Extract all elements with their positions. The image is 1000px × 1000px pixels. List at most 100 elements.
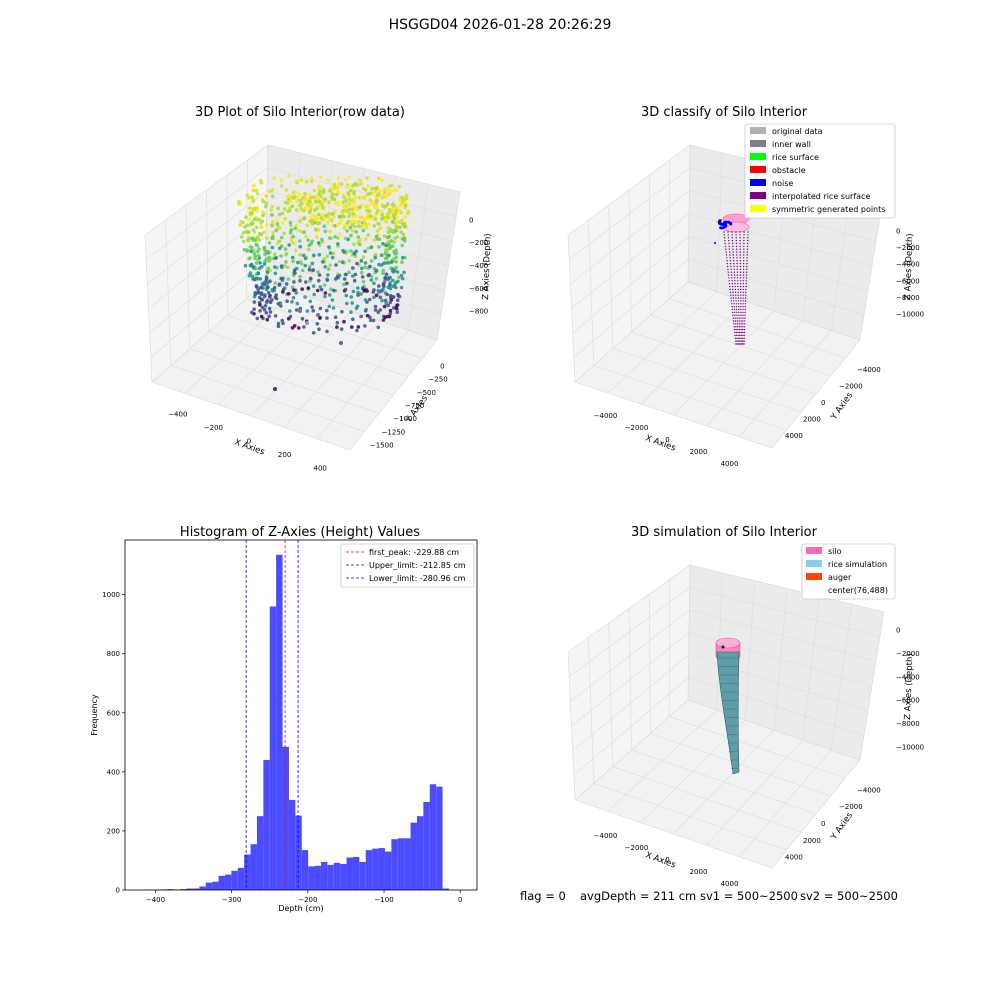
raw-point (381, 216, 385, 221)
raw-point (297, 203, 302, 208)
raw-point (255, 316, 260, 321)
interpolated-point (742, 337, 744, 339)
raw-point (323, 291, 328, 295)
interpolated-point (740, 294, 742, 296)
raw-point (277, 239, 282, 243)
grid-line (568, 167, 690, 260)
interpolated-point (744, 306, 746, 308)
raw-point (347, 175, 352, 179)
raw-point (317, 221, 322, 225)
interpolated-point (737, 288, 739, 291)
raw-3d-points (236, 173, 411, 391)
interpolated-point (733, 326, 735, 328)
raw-point (384, 272, 389, 277)
interpolated-point (737, 303, 740, 305)
hist-bar (186, 888, 193, 890)
raw-point (339, 327, 344, 331)
interpolated-point (735, 303, 737, 305)
raw-point (259, 225, 264, 229)
raw-point (248, 271, 253, 275)
raw-point (346, 237, 351, 242)
raw-point (359, 224, 364, 229)
interpolated-point (732, 314, 734, 316)
raw-point (330, 192, 335, 196)
interpolated-point (746, 254, 748, 256)
interpolated-point (731, 306, 733, 308)
raw-point (318, 316, 322, 320)
interpolated-point (742, 280, 745, 282)
raw-point (288, 199, 293, 204)
raw-point (254, 209, 259, 214)
raw-point (298, 275, 302, 279)
raw-point (286, 316, 291, 321)
x-tick-label: −4000 (594, 412, 618, 420)
interpolated-point (731, 234, 733, 236)
simulation-legend: silo rice simulation auger center(76,488) (801, 543, 896, 600)
y-tick-label: −250 (428, 376, 447, 384)
interpolated-point (742, 306, 744, 308)
raw-point (279, 254, 283, 258)
raw-outlier-point (273, 387, 277, 391)
interpolated-point (742, 340, 744, 342)
interpolated-point (740, 303, 742, 305)
raw-point (393, 236, 397, 240)
raw-point (396, 225, 400, 229)
raw-point (299, 216, 303, 221)
raw-point (255, 191, 260, 196)
raw-point (299, 259, 303, 264)
interpolated-point (739, 262, 742, 265)
raw-point (337, 182, 341, 186)
interpolated-point (739, 271, 742, 273)
raw-point (363, 298, 368, 302)
raw-point (351, 317, 355, 322)
raw-point (293, 190, 298, 194)
legend-label: obstacle (772, 166, 806, 175)
raw-point (256, 271, 261, 275)
raw-point (329, 195, 334, 199)
interpolated-point (736, 277, 739, 279)
interpolated-point (735, 340, 737, 342)
raw-point (391, 295, 396, 299)
raw-point (275, 218, 280, 223)
interpolated-point (730, 300, 733, 302)
raw-point (328, 236, 332, 240)
raw-point (338, 232, 342, 236)
y-tick-label: −1000 (393, 415, 417, 423)
interpolated-point (740, 328, 742, 331)
y-tick-label: 0 (116, 887, 120, 895)
hist-yticks: 0 200 400 600 800 1000 (102, 591, 125, 895)
raw-point (376, 176, 381, 181)
x-tick-label: 400 (314, 464, 327, 472)
raw-point (264, 257, 269, 261)
interpolated-point (736, 268, 738, 270)
raw-point (341, 193, 346, 197)
raw-point (290, 326, 295, 330)
raw-point (369, 199, 374, 203)
raw-point (247, 256, 251, 261)
raw-point (345, 202, 350, 206)
raw-point (349, 249, 353, 253)
raw-point (241, 231, 246, 235)
raw-point (305, 223, 310, 228)
interpolated-point (740, 291, 742, 293)
raw-point (359, 292, 363, 296)
raw-point (365, 313, 370, 318)
raw-point (318, 306, 323, 311)
raw-point (273, 252, 277, 256)
raw-point (394, 265, 399, 270)
interpolated-point (727, 271, 729, 273)
interpolated-point (728, 242, 730, 245)
interpolated-point (728, 248, 731, 250)
raw-point (400, 255, 405, 260)
interpolated-point (724, 239, 726, 242)
raw-point (399, 285, 404, 290)
raw-point (290, 255, 295, 260)
interpolated-point (738, 317, 740, 319)
raw-point (365, 176, 369, 180)
raw-point (327, 304, 332, 309)
raw-point (375, 229, 380, 233)
interpolated-point (728, 283, 731, 285)
interpolated-point (733, 265, 735, 268)
raw-point (404, 193, 409, 198)
raw-point (368, 264, 372, 269)
